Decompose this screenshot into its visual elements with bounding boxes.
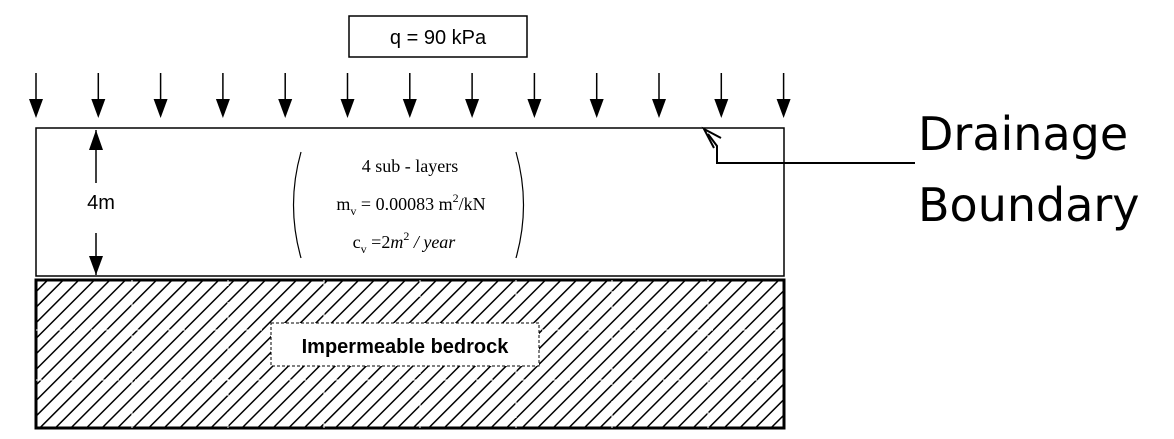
load-arrow-head [91,99,106,118]
mv-symbol: m [336,194,350,214]
right-parenthesis [515,151,525,259]
cv-equation: cv =2m2 / year [353,229,457,256]
cv-eq: =2 [367,232,391,252]
thickness-arrow-down [89,256,103,275]
load-arrow-head [527,99,542,118]
load-arrow-head [589,99,604,118]
bedrock-label: Impermeable bedrock [302,336,510,358]
mv-equation: mv = 0.00083 m2/kN [336,191,485,218]
drainage-pointer-head [701,126,722,149]
load-arrow-head [29,99,43,118]
cv-sup: 2 [403,229,409,243]
load-arrow-head [340,99,355,118]
load-arrow-head [465,99,480,118]
distributed-load-arrows [29,73,791,118]
load-arrow-head [153,99,168,118]
load-arrow-head [652,99,666,118]
cv-sub: v [361,242,367,256]
thickness-dimension: 4m [87,130,115,275]
load-label: q = 90 kPa [390,27,487,49]
cv-symbol: c [353,232,361,252]
mv-value: = 0.00083 m [356,194,452,214]
thickness-label: 4m [87,192,115,214]
mv-sub: v [350,204,356,218]
load-arrow-head [776,99,791,118]
cv-unit: / year [409,232,456,252]
drainage-label-line1: Drainage [918,107,1128,161]
load-arrow-head [714,99,729,118]
drainage-pointer [707,133,915,164]
load-arrow-head [215,99,230,118]
mv-sup: 2 [453,191,459,205]
left-parenthesis [292,151,302,259]
thickness-arrow-up [89,130,103,150]
load-label-box: q = 90 kPa [348,15,528,58]
sublayers-label: 4 sub - layers [362,156,458,176]
bedrock-label-box [270,322,540,367]
cv-m: m [390,232,403,252]
load-arrow-head [278,99,293,118]
drainage-label-line2: Boundary [918,178,1140,232]
load-arrow-head [402,99,417,118]
mv-unit: /kN [459,194,486,214]
soil-layer [35,127,785,277]
